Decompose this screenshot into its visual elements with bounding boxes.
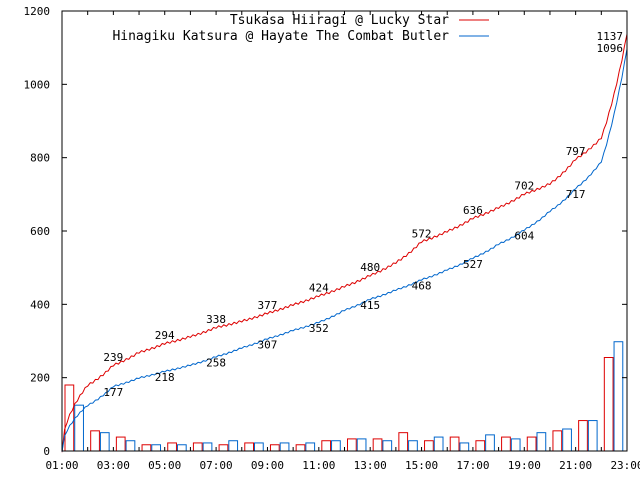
bar-red <box>552 430 563 452</box>
bar-blue <box>510 438 521 452</box>
data-label: 239 <box>103 351 123 364</box>
bar-blue <box>459 442 470 452</box>
data-label: 468 <box>412 279 432 292</box>
data-label: 177 <box>103 386 123 399</box>
y-tick-label: 400 <box>30 298 50 311</box>
bar-blue <box>125 440 136 452</box>
data-label: 1137 <box>597 30 624 43</box>
bar-blue <box>433 436 444 452</box>
legend-entry-label: Hinagiku Katsura @ Hayate The Combat But… <box>112 29 449 44</box>
data-label: 218 <box>155 371 175 384</box>
bar-red <box>347 438 357 452</box>
data-label: 572 <box>412 227 432 240</box>
bar-blue <box>176 444 187 452</box>
legend-entry-label: Tsukasa Hiiragi @ Lucky Star <box>230 13 449 28</box>
bar-blue <box>202 442 213 452</box>
x-tick-label: 07:00 <box>200 459 233 472</box>
x-tick-label: 19:00 <box>508 459 541 472</box>
data-label: 1096 <box>597 42 624 55</box>
bar-blue <box>151 444 162 452</box>
series-line-red <box>61 33 628 453</box>
bar-red <box>115 436 126 452</box>
data-label: 307 <box>258 338 278 351</box>
bar-blue <box>485 434 495 452</box>
y-tick-label: 800 <box>30 152 50 165</box>
x-tick-label: 13:00 <box>354 459 387 472</box>
x-tick-label: 05:00 <box>148 459 181 472</box>
x-tick-label: 15:00 <box>405 459 438 472</box>
y-tick-label: 1000 <box>24 78 51 91</box>
data-label: 338 <box>206 313 226 326</box>
x-tick-label: 09:00 <box>251 459 284 472</box>
data-label: 636 <box>463 204 483 217</box>
bar-blue <box>228 440 239 452</box>
bar-red <box>141 444 152 452</box>
data-label: 424 <box>309 282 329 295</box>
x-tick-label: 17:00 <box>456 459 489 472</box>
data-label: 702 <box>514 180 534 193</box>
data-label: 258 <box>206 356 226 369</box>
bar-red <box>424 440 434 452</box>
annotation-layer: 239 294 338 377 424 480 572 636 702 797 1137 177 218… <box>103 30 623 399</box>
data-label: 717 <box>566 188 586 201</box>
bar-blue <box>305 442 316 452</box>
data-label: 352 <box>309 322 329 335</box>
bar-blue <box>254 442 264 452</box>
bar-red <box>398 432 409 452</box>
bar-blue <box>99 432 110 452</box>
bar-red <box>269 444 280 452</box>
data-label: 294 <box>155 329 175 342</box>
bar-blue <box>382 440 393 452</box>
bar-red <box>218 444 229 452</box>
bar-red <box>372 438 383 452</box>
bar-red <box>501 436 511 452</box>
data-label: 415 <box>360 299 380 312</box>
bar-blue <box>408 440 418 452</box>
x-tick-label: 11:00 <box>302 459 335 472</box>
y-tick-label: 0 <box>43 445 50 458</box>
line-layer <box>61 33 628 453</box>
bar-red <box>475 440 486 452</box>
y-tick-label: 1200 <box>24 5 51 18</box>
bar-red <box>244 442 255 452</box>
bar-red <box>167 442 177 452</box>
bar-blue <box>613 341 624 452</box>
bar-red <box>578 420 588 452</box>
y-tick-label: 200 <box>30 372 50 385</box>
x-tick-label: 23:00 <box>610 459 640 472</box>
bar-red <box>64 384 75 452</box>
series-line-blue <box>61 49 628 452</box>
bar-blue <box>279 442 290 452</box>
bar-blue <box>587 420 598 452</box>
bar-layer <box>64 341 624 452</box>
bar-blue <box>536 432 547 452</box>
bar-blue <box>562 428 572 452</box>
data-label: 604 <box>514 230 534 243</box>
x-tick-label: 03:00 <box>97 459 130 472</box>
data-label: 377 <box>258 299 278 312</box>
bar-red <box>295 444 306 452</box>
x-tick-label: 21:00 <box>559 459 592 472</box>
bar-red <box>603 357 614 452</box>
y-tick-label: 600 <box>30 225 50 238</box>
plot-frame <box>61 10 628 452</box>
bar-blue <box>74 404 84 452</box>
bar-red <box>321 440 332 452</box>
bar-blue <box>356 438 367 452</box>
x-tick-label: 01:00 <box>45 459 78 472</box>
data-label: 797 <box>566 145 586 158</box>
data-label: 527 <box>463 258 483 271</box>
bar-red <box>90 430 100 452</box>
bar-red <box>526 436 537 452</box>
axes: 0 200 400 600 800 1000 1200 01:00 03:00 05:00 07:0… <box>24 5 640 472</box>
bar-blue <box>331 440 341 452</box>
data-label: 480 <box>360 261 380 274</box>
bar-red <box>449 436 460 452</box>
bar-red <box>192 442 203 452</box>
